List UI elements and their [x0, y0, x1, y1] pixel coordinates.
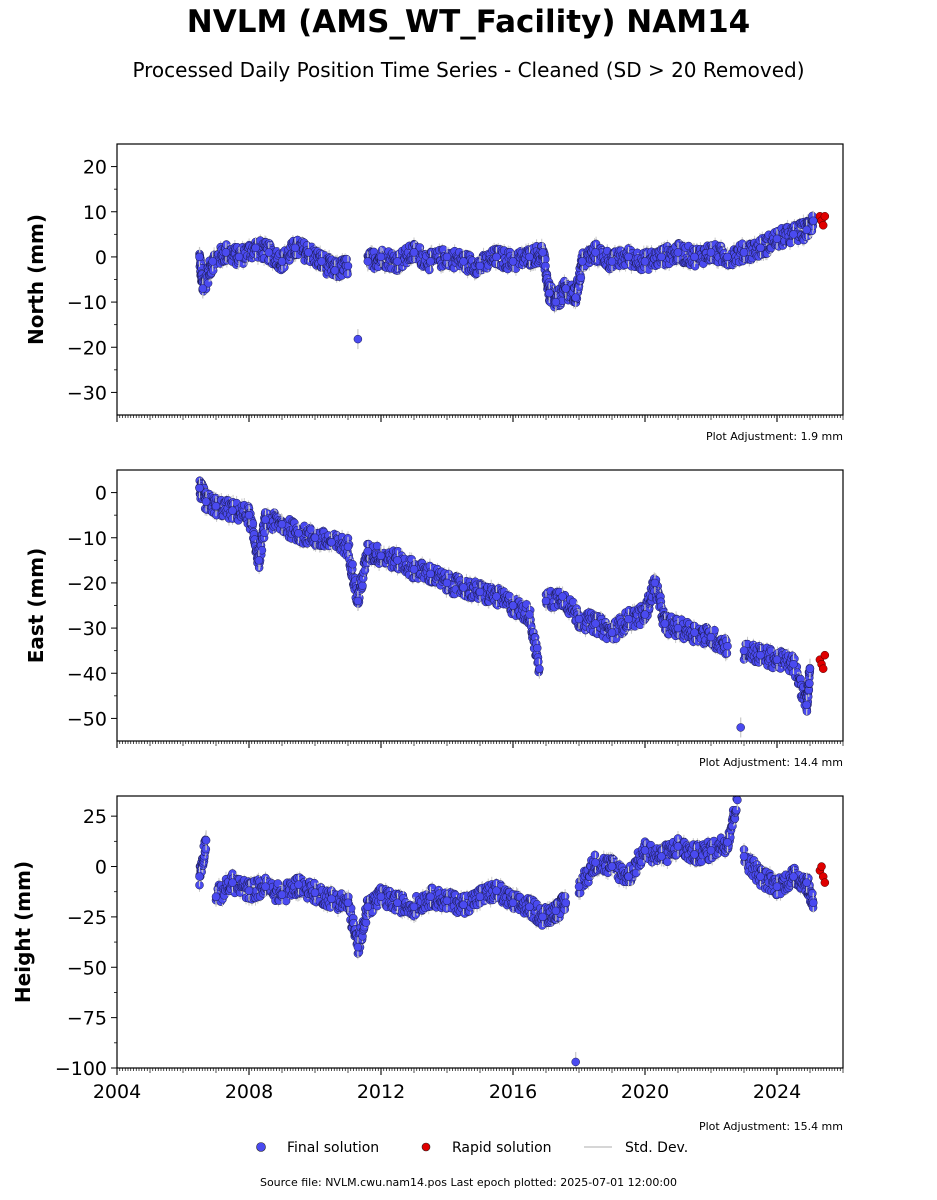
final-point [393, 257, 402, 266]
final-point [376, 252, 386, 262]
y-tick-label: 20 [83, 157, 107, 179]
north-daily-cloud [195, 210, 818, 314]
final-point [277, 257, 287, 266]
final-point [195, 252, 204, 262]
final-point [640, 257, 650, 266]
final-point [624, 252, 633, 262]
final-point [330, 266, 340, 275]
final-point [198, 284, 208, 293]
final-point [208, 257, 217, 266]
north-panel: 20 10 0 −10 −20 −30 North (mm) Plot Adjustment:… [24, 143, 844, 443]
final-point [257, 545, 267, 555]
final-point [442, 252, 452, 262]
final-point [459, 257, 468, 266]
final-point [248, 519, 258, 528]
final-point [607, 257, 617, 266]
final-point [789, 230, 798, 239]
east-daily-cloud [195, 476, 815, 716]
north-axes-frame [116, 143, 844, 416]
final-point [591, 248, 600, 257]
final-point [578, 257, 587, 266]
final-point [561, 284, 571, 293]
final-point [304, 248, 313, 257]
final-point [673, 248, 683, 257]
final-point [706, 248, 716, 257]
final-point [343, 261, 353, 271]
y-tick-label: 0 [95, 247, 107, 269]
final-point [525, 252, 534, 262]
north-data-area [195, 210, 830, 350]
east-data-area [195, 476, 830, 738]
final-point [551, 297, 561, 307]
final-point [234, 252, 244, 262]
final-point [576, 273, 586, 283]
final-point [348, 560, 357, 569]
final-point [409, 248, 419, 257]
final-point [534, 657, 543, 666]
final-point [545, 288, 554, 298]
final-point [264, 248, 274, 257]
north-plot-adjustment: Plot Adjustment: 1.9 mm [706, 430, 843, 443]
final-point [723, 252, 732, 262]
final-point [251, 243, 260, 253]
final-point [475, 261, 485, 271]
chart-subtitle: Processed Daily Position Time Series - C… [132, 58, 805, 82]
final-point [317, 257, 326, 266]
final-point [802, 225, 811, 235]
final-point [571, 293, 580, 302]
final-point [372, 541, 382, 551]
final-point [425, 265, 434, 275]
y-tick-label: 10 [83, 202, 107, 224]
final-point [221, 248, 231, 257]
rapid-point [820, 212, 830, 221]
final-point [492, 252, 501, 262]
final-point [690, 252, 699, 262]
final-point [538, 248, 547, 257]
rapid-point [818, 221, 828, 230]
chart-title: NVLM (AMS_WT_Facility) NAM14 [186, 4, 751, 40]
final-point [426, 257, 435, 266]
final-point [739, 248, 749, 257]
final-point [290, 243, 300, 253]
final-point [358, 581, 367, 590]
final-point [353, 334, 363, 344]
final-point [363, 257, 373, 266]
y-tick-label: −20 [67, 337, 107, 359]
y-tick-label: −30 [67, 382, 107, 404]
final-point [756, 243, 765, 253]
north-y-axis-label: North (mm) [24, 214, 48, 345]
final-point [772, 234, 782, 244]
final-point [533, 643, 542, 653]
final-point [508, 257, 518, 266]
final-point [657, 252, 666, 262]
y-tick-label: −10 [67, 292, 107, 314]
